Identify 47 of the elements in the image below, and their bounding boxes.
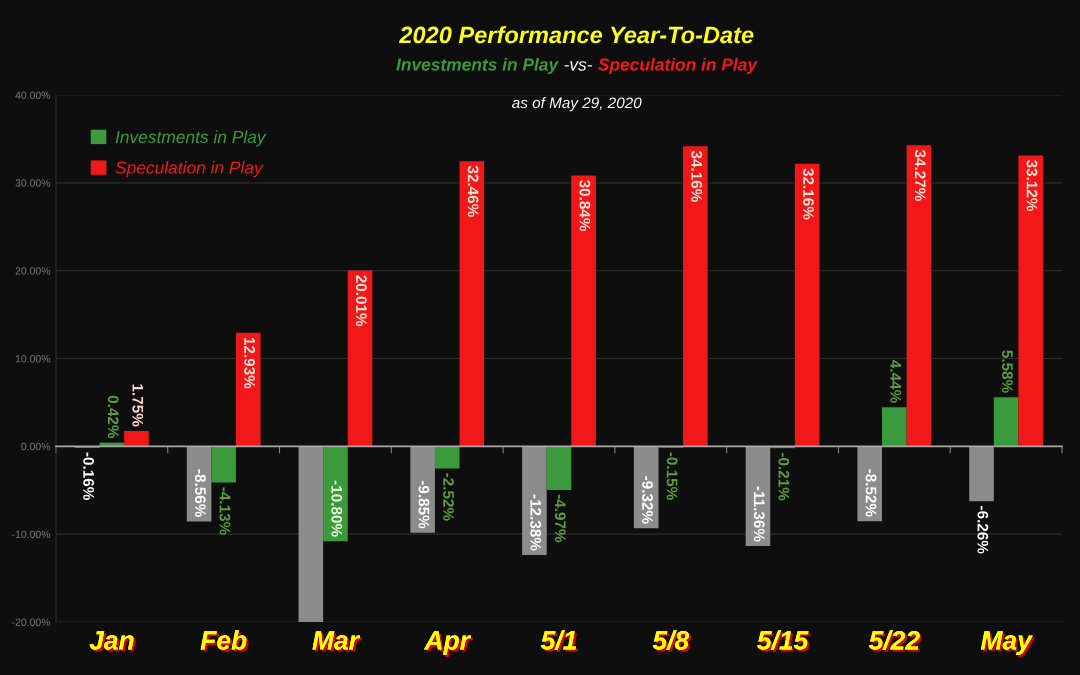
data-label: 12.93%	[244, 337, 255, 389]
data-label: 34.27%	[914, 149, 926, 201]
y-tick-label: 0.00%	[21, 442, 51, 451]
x-tick-label: 5/22	[868, 630, 922, 653]
data-label: -0.21%	[778, 452, 790, 501]
data-label: 34.16%	[691, 150, 703, 202]
data-label: -11.36%	[753, 486, 765, 542]
x-tick-label: Mar	[312, 631, 363, 652]
x-tick-label: Jan	[89, 631, 136, 652]
data-label: 1.75%	[132, 384, 144, 427]
data-label: 30.84%	[579, 179, 591, 232]
x-tick-label: Apr	[423, 631, 474, 658]
annotation: as of May 29, 2020	[512, 97, 642, 112]
data-label: -8.56%	[194, 469, 206, 517]
data-label: -0.16%	[83, 452, 95, 500]
x-tick-label: 5/15	[757, 630, 811, 653]
data-label: -8.52%	[865, 469, 877, 517]
x-tick-label: 5/1	[540, 630, 579, 653]
y-tick-label: -20.00%	[12, 618, 51, 626]
data-label: 32.16%	[803, 168, 814, 220]
chart-title: 2020 Performance Year-To-Date	[398, 26, 754, 44]
data-label: 5.58%	[1002, 350, 1013, 393]
chart-subtitle: Investments in Play -vs- Speculation in Play	[396, 57, 758, 75]
y-tick-label: 30.00%	[15, 179, 51, 187]
data-label: -4.13%	[219, 487, 231, 535]
y-tick-label: -10.00%	[12, 530, 51, 539]
data-label: 0.42%	[107, 395, 119, 439]
data-label: 33.12%	[1026, 159, 1038, 212]
data-label: -4.97%	[554, 494, 566, 543]
data-label: -9.32%	[642, 476, 653, 524]
y-tick-label: 10.00%	[15, 355, 51, 363]
x-tick-label: May	[980, 631, 1035, 658]
x-tick-label: 5/8	[652, 630, 692, 653]
data-label: -0.15%	[666, 452, 678, 500]
y-tick-label: 20.00%	[15, 267, 51, 275]
legend-label: Investments in Play	[115, 130, 267, 147]
legend-label: Speculation in Play	[115, 161, 264, 178]
data-label: -6.26%	[977, 506, 989, 554]
data-label: 4.44%	[890, 360, 902, 403]
x-tick-label: Feb	[200, 630, 249, 652]
data-label: 20.01%	[355, 275, 367, 327]
data-label: -12.38%	[530, 494, 542, 551]
data-label: -9.85%	[418, 480, 430, 529]
data-label: 32.46%	[467, 165, 479, 217]
data-label: -2.52%	[443, 473, 454, 521]
y-tick-label: 40.00%	[15, 91, 51, 99]
data-label: -10.80%	[331, 480, 343, 537]
